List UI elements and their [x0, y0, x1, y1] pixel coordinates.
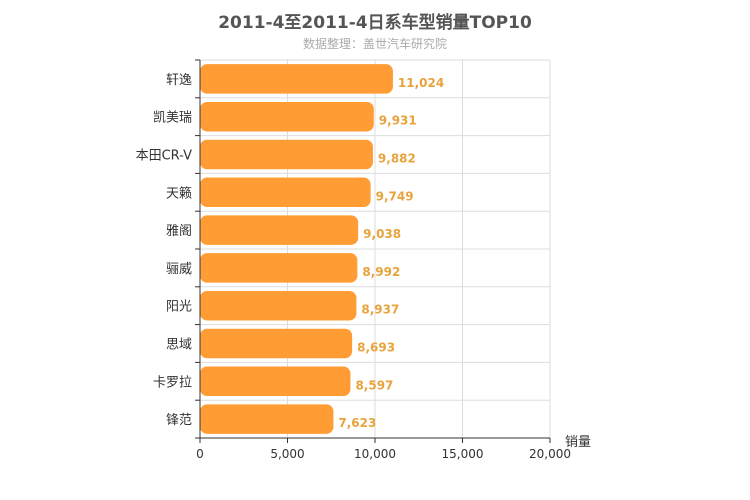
x-tick-label: 0 [196, 447, 204, 461]
label-layer: 轩逸 11,024 凯美瑞 9,931 本田CR-V 9,882 天籁 9,749 雅阁 9,03… [136, 73, 591, 461]
category-label: 天籁 [166, 186, 192, 201]
bar[interactable] [200, 253, 358, 283]
bar[interactable] [200, 290, 357, 321]
bar[interactable] [200, 366, 351, 397]
axis-layer [195, 59, 551, 443]
chart-subtitle: 数据整理：盖世汽车研究院 [302, 37, 447, 51]
category-label: 卡罗拉 [153, 375, 192, 390]
value-label: 8,992 [362, 265, 400, 279]
x-axis-title: 销量 [565, 435, 591, 450]
x-tick-label: 10,000 [354, 447, 396, 461]
category-label: 思域 [166, 338, 192, 353]
bar[interactable] [200, 404, 334, 434]
category-label: 阳光 [166, 300, 192, 315]
x-tick-label: 20,000 [529, 447, 571, 461]
value-label: 8,693 [357, 341, 395, 355]
category-label: 轩逸 [166, 73, 192, 88]
category-label: 雅阁 [166, 224, 192, 239]
value-label: 8,937 [361, 303, 399, 317]
bar[interactable] [200, 64, 393, 94]
value-label: 9,749 [376, 189, 414, 203]
category-label: 骊威 [166, 262, 192, 277]
value-label: 8,597 [355, 378, 393, 392]
value-label: 7,623 [338, 416, 376, 430]
category-label: 本田CR-V [136, 149, 193, 164]
bar-layer [200, 64, 393, 434]
bar[interactable] [200, 139, 373, 170]
value-label: 11,024 [398, 76, 444, 90]
category-label: 锋范 [166, 413, 192, 428]
x-tick-label: 15,000 [442, 447, 484, 461]
x-tick-label: 5,000 [270, 447, 304, 461]
bar[interactable] [200, 215, 359, 245]
value-label: 9,931 [379, 114, 417, 128]
bar[interactable] [200, 177, 371, 208]
category-label: 凯美瑞 [153, 111, 192, 126]
bar[interactable] [200, 101, 374, 132]
chart-title: 2011-4至2011-4日系车型销量TOP10 [218, 13, 532, 33]
bar[interactable] [200, 328, 353, 359]
value-label: 9,038 [363, 227, 401, 241]
value-label: 9,882 [378, 152, 416, 166]
